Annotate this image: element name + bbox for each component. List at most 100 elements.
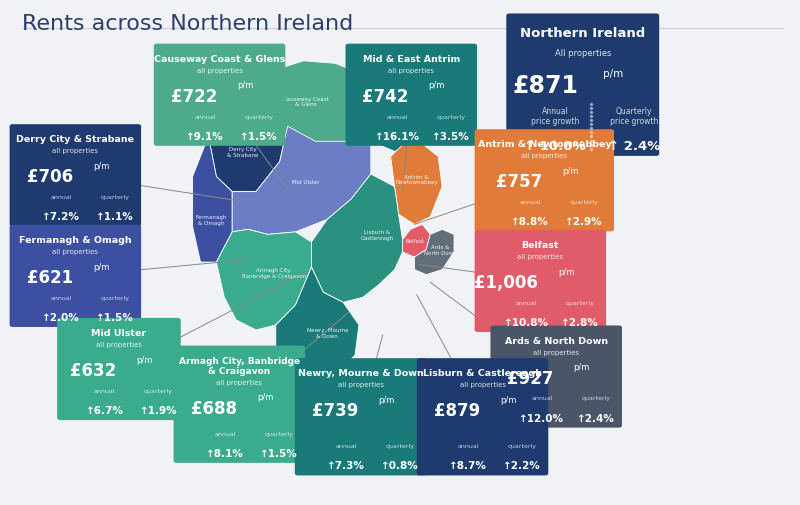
Text: Ards &
North Down: Ards & North Down	[424, 244, 457, 256]
Text: all properties: all properties	[96, 341, 142, 347]
Text: £621: £621	[27, 269, 73, 286]
Text: £722: £722	[170, 88, 217, 106]
Text: quarterly: quarterly	[436, 115, 466, 119]
Text: p/m: p/m	[237, 81, 254, 90]
Text: p/m: p/m	[558, 267, 574, 276]
Text: ↑3.5%: ↑3.5%	[432, 131, 470, 141]
Text: Mid & East Antrim: Mid & East Antrim	[362, 55, 460, 64]
Text: ↑2.2%: ↑2.2%	[503, 461, 541, 470]
Text: all properties: all properties	[216, 379, 262, 385]
Text: £871: £871	[513, 74, 578, 98]
Text: £688: £688	[191, 399, 237, 417]
Text: quarterly: quarterly	[386, 443, 414, 448]
Text: quarterly: quarterly	[265, 431, 294, 436]
Text: annual: annual	[386, 115, 408, 119]
Text: p/m: p/m	[93, 162, 109, 171]
Text: ↑6.7%: ↑6.7%	[86, 405, 124, 415]
Text: p/m: p/m	[429, 81, 445, 90]
FancyBboxPatch shape	[346, 44, 477, 146]
Text: ↑16.1%: ↑16.1%	[374, 131, 419, 141]
Text: Rents across Northern Ireland: Rents across Northern Ireland	[22, 14, 354, 34]
Text: annual: annual	[519, 200, 541, 205]
Text: p/m: p/m	[574, 363, 590, 372]
Text: ↑1.5%: ↑1.5%	[260, 448, 298, 458]
Text: ↑8.7%: ↑8.7%	[450, 461, 487, 470]
Text: p/m: p/m	[136, 355, 153, 364]
Text: all properties: all properties	[197, 68, 242, 74]
Polygon shape	[209, 92, 288, 192]
Text: p/m: p/m	[602, 69, 623, 79]
Text: Lisburn & Castlereagh: Lisburn & Castlereagh	[423, 369, 542, 378]
Text: Lisburn &
Castlereagh: Lisburn & Castlereagh	[361, 230, 394, 240]
Text: all properties: all properties	[52, 148, 98, 154]
Text: ↑2.8%: ↑2.8%	[561, 317, 599, 327]
Text: Antrim &
Newtownabbey: Antrim & Newtownabbey	[395, 174, 438, 185]
Text: annual: annual	[194, 115, 216, 119]
Text: Belfast: Belfast	[522, 240, 559, 249]
Polygon shape	[216, 230, 311, 330]
FancyBboxPatch shape	[10, 125, 141, 227]
Text: quarterly: quarterly	[570, 200, 598, 205]
Text: quarterly: quarterly	[101, 195, 130, 200]
FancyBboxPatch shape	[10, 225, 141, 327]
Text: annual: annual	[50, 195, 72, 200]
Polygon shape	[276, 268, 359, 381]
Text: ↑2.4%: ↑2.4%	[577, 413, 614, 423]
Text: all properties: all properties	[388, 68, 434, 74]
Polygon shape	[232, 127, 371, 235]
Polygon shape	[252, 62, 371, 157]
Text: all properties: all properties	[338, 382, 383, 387]
Text: all properties: all properties	[518, 254, 563, 260]
Text: annual: annual	[50, 295, 72, 300]
Text: £927: £927	[507, 369, 554, 387]
FancyBboxPatch shape	[154, 44, 286, 146]
Text: annual: annual	[458, 443, 479, 448]
Text: ↑1.1%: ↑1.1%	[96, 212, 134, 222]
Text: ↑8.8%: ↑8.8%	[511, 217, 549, 227]
Text: Belfast: Belfast	[406, 238, 425, 243]
Text: annual: annual	[214, 431, 236, 436]
Text: Fermanagh & Omagh: Fermanagh & Omagh	[19, 235, 132, 244]
Polygon shape	[402, 225, 430, 258]
Text: £632: £632	[70, 362, 117, 379]
Text: ↑1.9%: ↑1.9%	[140, 405, 178, 415]
Text: all properties: all properties	[459, 382, 506, 387]
Text: ↑10.8%: ↑10.8%	[504, 317, 549, 327]
Text: ↑ 10.0%: ↑ 10.0%	[524, 139, 586, 153]
Text: quarterly: quarterly	[101, 295, 130, 300]
Text: quarterly: quarterly	[508, 443, 537, 448]
Text: Causeway Coast & Glens: Causeway Coast & Glens	[154, 55, 286, 64]
FancyBboxPatch shape	[174, 346, 305, 463]
Text: quarterly: quarterly	[582, 395, 610, 400]
Text: all properties: all properties	[52, 248, 98, 255]
Text: p/m: p/m	[93, 262, 109, 271]
Text: Armagh City, Banbridge
& Craigavon: Armagh City, Banbridge & Craigavon	[178, 356, 300, 375]
FancyBboxPatch shape	[294, 359, 426, 476]
Text: Annual
price growth: Annual price growth	[531, 107, 579, 126]
Text: ↑ 2.4%: ↑ 2.4%	[608, 139, 661, 153]
Text: p/m: p/m	[500, 395, 516, 404]
Text: Mid & East
Antrim: Mid & East Antrim	[392, 109, 421, 120]
FancyBboxPatch shape	[490, 326, 622, 428]
Text: p/m: p/m	[378, 395, 394, 404]
Text: all properties: all properties	[522, 153, 567, 159]
Text: p/m: p/m	[562, 167, 578, 176]
Text: ↑7.2%: ↑7.2%	[42, 212, 80, 222]
Text: Newry, Mourne
& Down: Newry, Mourne & Down	[306, 327, 348, 338]
Text: £1,006: £1,006	[474, 274, 538, 291]
Text: Ards & North Down: Ards & North Down	[505, 336, 608, 345]
Text: Mid Ulster: Mid Ulster	[292, 180, 320, 185]
Text: Newry, Mourne & Down: Newry, Mourne & Down	[298, 369, 423, 378]
Text: Antrim & Newtownabbey: Antrim & Newtownabbey	[478, 140, 611, 149]
Text: ↑7.3%: ↑7.3%	[327, 461, 366, 470]
Text: Causeway Coast
& Glens: Causeway Coast & Glens	[283, 96, 329, 107]
Text: Northern Ireland: Northern Ireland	[520, 26, 646, 39]
Polygon shape	[390, 142, 442, 225]
Text: annual: annual	[335, 443, 357, 448]
Text: quarterly: quarterly	[245, 115, 274, 119]
Text: annual: annual	[515, 300, 537, 305]
Text: Quarterly
price growth: Quarterly price growth	[610, 107, 658, 126]
Text: ↑0.8%: ↑0.8%	[382, 461, 419, 470]
Text: ↑2.9%: ↑2.9%	[565, 217, 602, 227]
Text: all properties: all properties	[534, 349, 579, 355]
